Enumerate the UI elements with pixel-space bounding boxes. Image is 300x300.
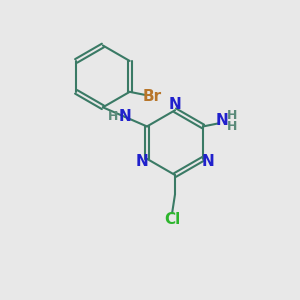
Text: H: H <box>226 109 237 122</box>
Text: N: N <box>136 154 149 169</box>
Text: N: N <box>169 98 182 112</box>
Text: N: N <box>215 113 228 128</box>
Text: H: H <box>226 120 237 133</box>
Text: H: H <box>107 110 118 123</box>
Text: Cl: Cl <box>164 212 180 227</box>
Text: N: N <box>118 110 131 124</box>
Text: Br: Br <box>143 89 162 104</box>
Text: N: N <box>201 154 214 169</box>
